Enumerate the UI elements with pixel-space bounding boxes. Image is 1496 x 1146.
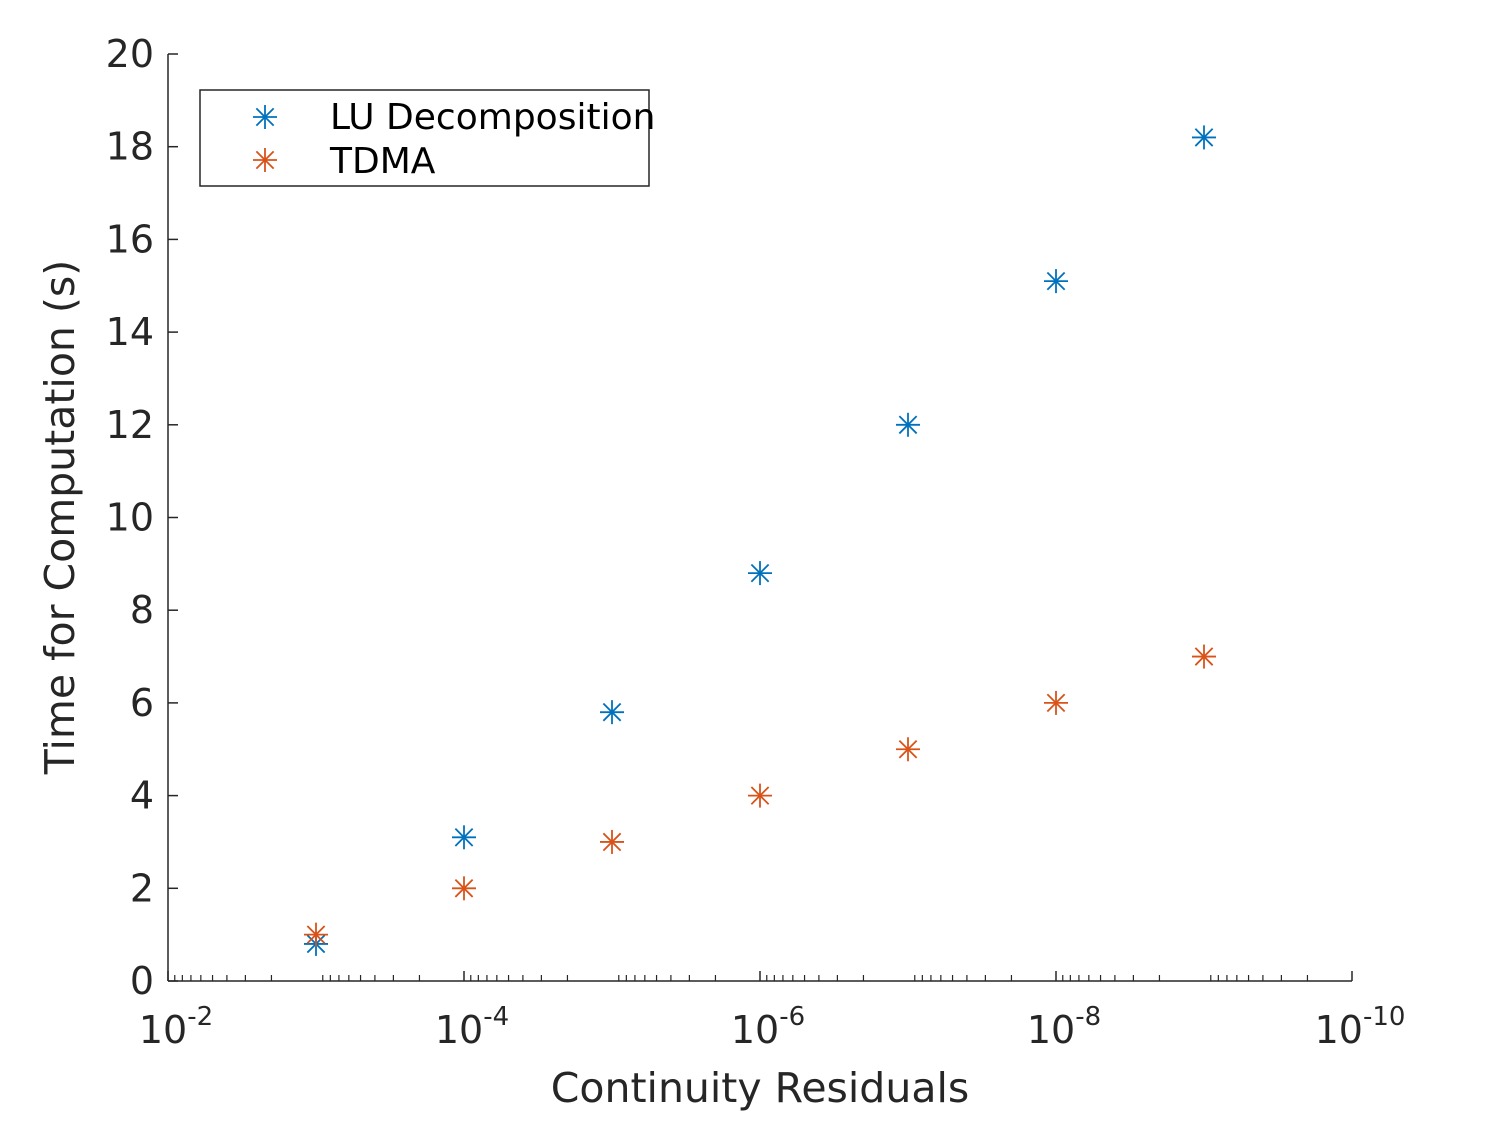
- legend-asterisk: [253, 148, 277, 172]
- x-tick-label: 10-2: [139, 1002, 213, 1052]
- x-tick-label: 10-10: [1315, 1002, 1406, 1052]
- y-tick-label: 18: [106, 125, 154, 169]
- y-axis-title: Time for Computation (s): [36, 260, 84, 776]
- y-tick-label: 20: [106, 32, 154, 76]
- data-point-tdma: [600, 829, 624, 854]
- legend-label-lu-decomposition: LU Decomposition: [330, 97, 655, 138]
- y-tick-label: 12: [106, 403, 154, 447]
- y-tick-label: 10: [106, 496, 154, 540]
- axis-ticks: [167, 53, 1353, 982]
- x-axis-title: Continuity Residuals: [551, 1064, 969, 1112]
- legend: LU Decomposition TDMA: [199, 89, 655, 187]
- data-point-lu-decomposition: [1044, 269, 1068, 294]
- data-point-tdma: [1192, 644, 1216, 669]
- y-tick-label: 14: [106, 310, 154, 354]
- y-tick-label: 16: [106, 217, 154, 261]
- y-tick-label: 8: [130, 588, 154, 632]
- y-tick-label: 2: [130, 866, 154, 910]
- data-point-lu-decomposition: [1192, 125, 1216, 150]
- data-point-tdma: [452, 876, 476, 901]
- data-point-lu-decomposition: [896, 412, 920, 437]
- data-point-tdma: [1044, 690, 1068, 715]
- data-point-lu-decomposition: [452, 825, 476, 850]
- y-tick-label: 0: [130, 959, 154, 1003]
- x-tick-label: 10-6: [731, 1002, 805, 1052]
- legend-marker-tdma: [253, 148, 277, 172]
- data-points: [304, 125, 1216, 956]
- data-point-lu-decomposition: [748, 561, 772, 586]
- data-point-tdma: [748, 783, 772, 808]
- legend-box: [199, 89, 650, 187]
- data-point-tdma: [896, 737, 920, 762]
- data-point-tdma: [304, 922, 328, 947]
- x-tick-label: 10-8: [1027, 1002, 1101, 1052]
- y-tick-label: 6: [130, 681, 154, 725]
- x-tick-label: 10-4: [435, 1002, 509, 1052]
- legend-asterisk: [253, 105, 277, 129]
- y-tick-label: 4: [130, 774, 154, 818]
- data-point-lu-decomposition: [600, 700, 624, 725]
- legend-label-tdma: TDMA: [329, 141, 436, 182]
- legend-marker-lu-decomposition: [253, 105, 277, 129]
- axes: [167, 54, 1352, 982]
- tick-labels: 0 2 4 6 8 10 12 14 16 18 20 10-2 10-4 10-6 10-8 10-10: [106, 32, 1406, 1052]
